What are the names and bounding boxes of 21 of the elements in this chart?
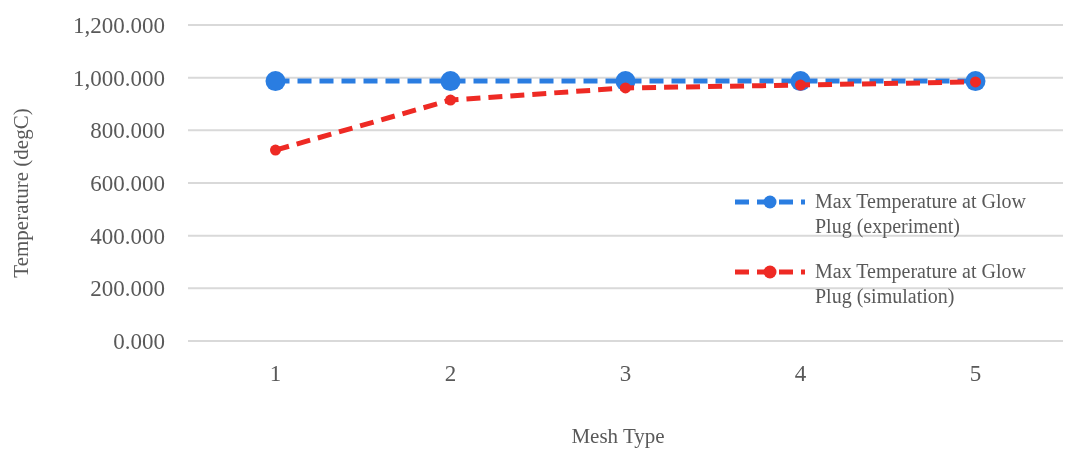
x-axis-title: Mesh Type [571, 424, 665, 448]
y-tick-label: 1,200.000 [73, 13, 165, 39]
point [440, 71, 461, 92]
point [265, 71, 286, 92]
x-tick-label: 2 [444, 361, 457, 386]
y-tick-label: 400.000 [90, 223, 165, 249]
point [620, 82, 631, 94]
x-tick-label: 5 [969, 361, 982, 386]
x-tick-label: 4 [794, 361, 807, 386]
legend-label: Max Temperature at Glow Plug (experiment) [815, 190, 1027, 238]
y-tick-label: 1,000.000 [73, 65, 165, 91]
y-axis-title: Temperature (degC) [9, 108, 33, 278]
point [270, 144, 281, 156]
legend-label: Max Temperature at Glow Plug (simulation) [815, 260, 1027, 308]
y-tick-label: 0.000 [113, 329, 165, 355]
x-tick-label: 3 [619, 361, 632, 386]
y-tick-label: 600.000 [90, 171, 165, 197]
point [445, 94, 456, 106]
x-tick-label: 1 [269, 361, 282, 386]
y-tick-label: 200.000 [90, 276, 165, 302]
y-tick-label: 800.000 [90, 118, 165, 144]
